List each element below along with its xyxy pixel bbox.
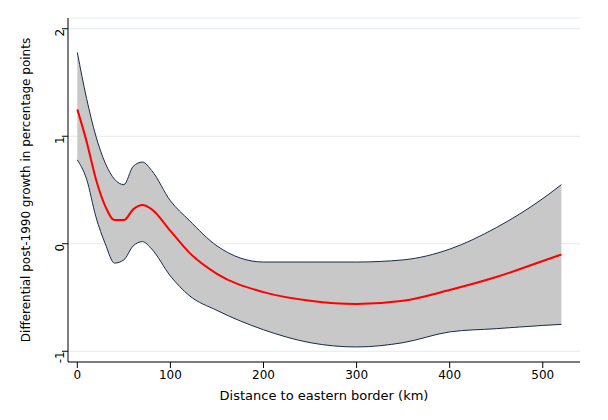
svg-text:1: 1 [53, 136, 67, 144]
svg-text:0: 0 [73, 368, 81, 382]
svg-text:Differential post-1990 growth: Differential post-1990 growth in percent… [19, 38, 33, 342]
svg-text:400: 400 [438, 368, 461, 382]
svg-text:Distance to eastern border (km: Distance to eastern border (km) [220, 388, 429, 403]
svg-text:-1: -1 [53, 351, 67, 363]
svg-text:500: 500 [531, 368, 554, 382]
svg-text:100: 100 [159, 368, 182, 382]
svg-text:200: 200 [252, 368, 275, 382]
svg-text:300: 300 [345, 368, 368, 382]
svg-text:0: 0 [53, 244, 67, 252]
svg-text:2: 2 [53, 29, 67, 37]
